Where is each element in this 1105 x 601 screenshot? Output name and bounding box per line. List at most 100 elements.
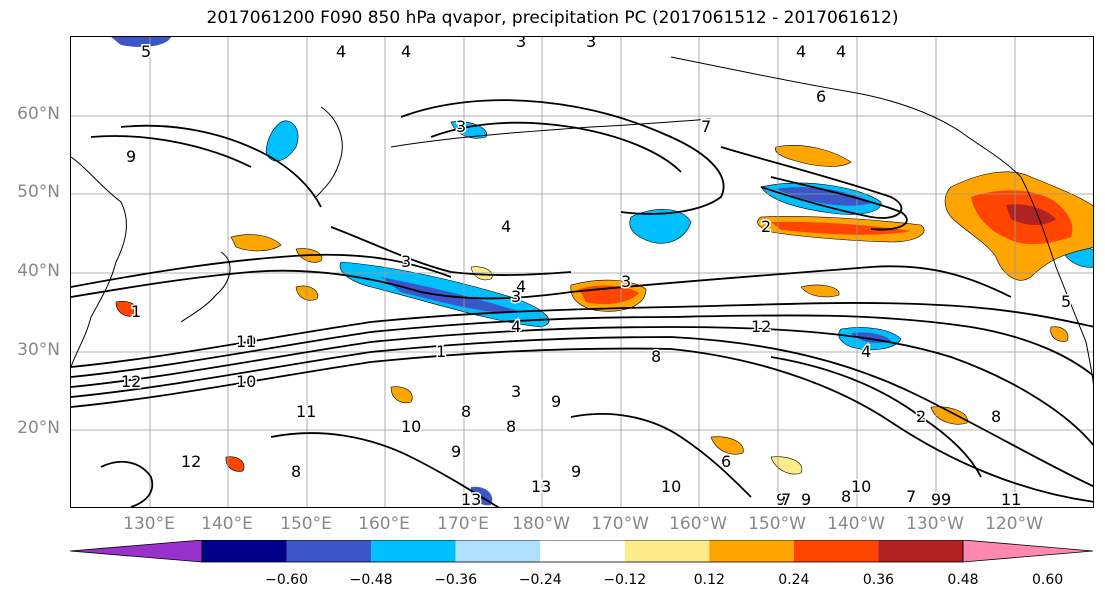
coastline-japan	[180, 251, 231, 323]
colorbar-tick-label: 0.24	[778, 572, 810, 588]
contour-label: 1	[436, 342, 446, 361]
qvapor-contour	[770, 356, 982, 478]
qvapor-contour	[71, 347, 1093, 503]
qvapor-contour	[330, 226, 572, 276]
positive-anomaly-patch	[1050, 326, 1069, 342]
coastline-kamchatka	[315, 106, 343, 198]
negative-anomaly-patch	[265, 120, 299, 162]
contour-label: 8	[651, 347, 661, 366]
contour-label: 3	[401, 252, 411, 271]
colorbar-tick-label: −0.12	[603, 572, 647, 588]
contour-label: 7	[906, 487, 916, 506]
colorbar-segment	[455, 540, 541, 562]
contour-label: 10	[236, 332, 256, 351]
contour-label: 8	[841, 487, 851, 506]
contour-label: 3	[586, 37, 596, 51]
contour-label: 2	[916, 407, 926, 426]
negative-anomaly-patch	[776, 187, 871, 206]
map-panel: 5 4 4 3 3 4 4 6 7 9 3 3 4 2 3 4 3 4 12 10 1 12 3 8 9 10 13 8 9 8 12 4 11…	[70, 36, 1094, 508]
colorbar-tick-label: −0.24	[518, 572, 562, 588]
positive-anomaly-patch	[800, 284, 840, 298]
positive-anomaly-patch	[775, 145, 852, 167]
contour-label: 8	[461, 402, 471, 421]
positive-anomaly-patch	[115, 301, 139, 317]
colorbar-segment	[793, 540, 879, 562]
qvapor-contour	[100, 460, 154, 507]
contour-label: 9	[941, 490, 951, 508]
colorbar-segment	[878, 540, 963, 562]
lon-label-130e: 130°E	[123, 514, 175, 534]
colorbar-tick-label: 0.60	[1031, 572, 1064, 588]
qvapor-contour	[770, 176, 908, 231]
lat-label-30n: 30°N	[17, 340, 60, 360]
colorbar-tick-label: 0.12	[693, 572, 725, 588]
contour-label: 4	[861, 342, 871, 361]
lat-label-60n: 60°N	[17, 104, 60, 124]
qvapor-contour	[71, 336, 1093, 488]
contour-label: 4	[401, 42, 411, 61]
lon-label-130w: 130°W	[906, 514, 964, 534]
contour-label: 7	[781, 490, 791, 508]
colorbar-tick-label: −0.60	[265, 572, 308, 588]
qvapor-contour	[71, 314, 1093, 378]
lon-label-170e: 170°E	[437, 514, 489, 534]
qvapor-contour	[71, 326, 1093, 447]
contour-label: 4	[511, 317, 521, 336]
negative-anomaly-patch	[111, 37, 171, 47]
lon-label-150e: 150°E	[280, 514, 332, 534]
colorbar	[70, 540, 1094, 563]
contour-label: 6	[816, 87, 826, 106]
lon-label-150w: 150°W	[748, 514, 806, 534]
contour-label: 12	[121, 372, 141, 391]
contour-label: 9	[776, 490, 786, 508]
positive-anomaly-patch	[390, 386, 413, 404]
lat-label-20n: 20°N	[17, 418, 60, 438]
colorbar-tick-label: −0.36	[434, 572, 478, 588]
contour-label: 4	[796, 42, 806, 61]
contour-label: 5	[1061, 292, 1071, 311]
positive-anomaly-patch	[771, 221, 911, 235]
contour-label: 3	[511, 287, 521, 306]
positive-anomaly-patch	[225, 456, 245, 472]
positive-anomaly-patch	[770, 456, 803, 475]
colorbar-tick-label: 0.48	[947, 572, 979, 588]
qvapor-contour	[570, 413, 752, 498]
colorbar-segment	[371, 540, 456, 562]
contour-label: 3	[516, 37, 526, 51]
colorbar-extend-max	[962, 540, 1094, 563]
contour-label: 9	[551, 392, 561, 411]
qvapor-contour	[720, 146, 903, 219]
qvapor-contour	[90, 135, 252, 168]
contour-label: 8	[991, 407, 1001, 426]
qvapor-contour	[71, 265, 1012, 300]
qvapor-contour	[71, 302, 1093, 368]
qvapor-contour	[270, 432, 500, 507]
colorbar-segment	[624, 540, 710, 562]
coastline-alaska	[670, 56, 1022, 178]
colorbar-segment	[286, 540, 372, 562]
contour-layer	[71, 99, 1093, 507]
negative-anomaly-patch	[629, 209, 692, 244]
colorbar-frame	[201, 540, 964, 563]
contour-label: 1	[246, 332, 256, 351]
contour-label: 10	[236, 372, 256, 391]
lon-label-120w: 120°W	[985, 514, 1043, 534]
contour-label: 8	[291, 462, 301, 481]
contour-label: 5	[141, 42, 151, 61]
map-title: 2017061200 F090 850 hPa qvapor, precipit…	[206, 8, 899, 28]
lat-label-40n: 40°N	[17, 261, 60, 281]
contour-label: 4	[516, 277, 526, 296]
contour-label: 13	[531, 477, 551, 496]
negative-anomaly-patch	[381, 277, 521, 314]
qvapor-contour	[71, 253, 452, 288]
contour-label: 4	[336, 42, 346, 61]
colorbar-tick-label: −0.48	[349, 572, 393, 588]
contour-label: 9	[931, 490, 941, 508]
colorbar-segment	[540, 540, 625, 562]
qvapor-contour	[120, 124, 322, 208]
colorbar-segment	[709, 540, 794, 562]
contour-label: 12	[751, 317, 771, 336]
contour-label: 12	[181, 452, 201, 471]
contour-label: 8	[506, 417, 516, 436]
